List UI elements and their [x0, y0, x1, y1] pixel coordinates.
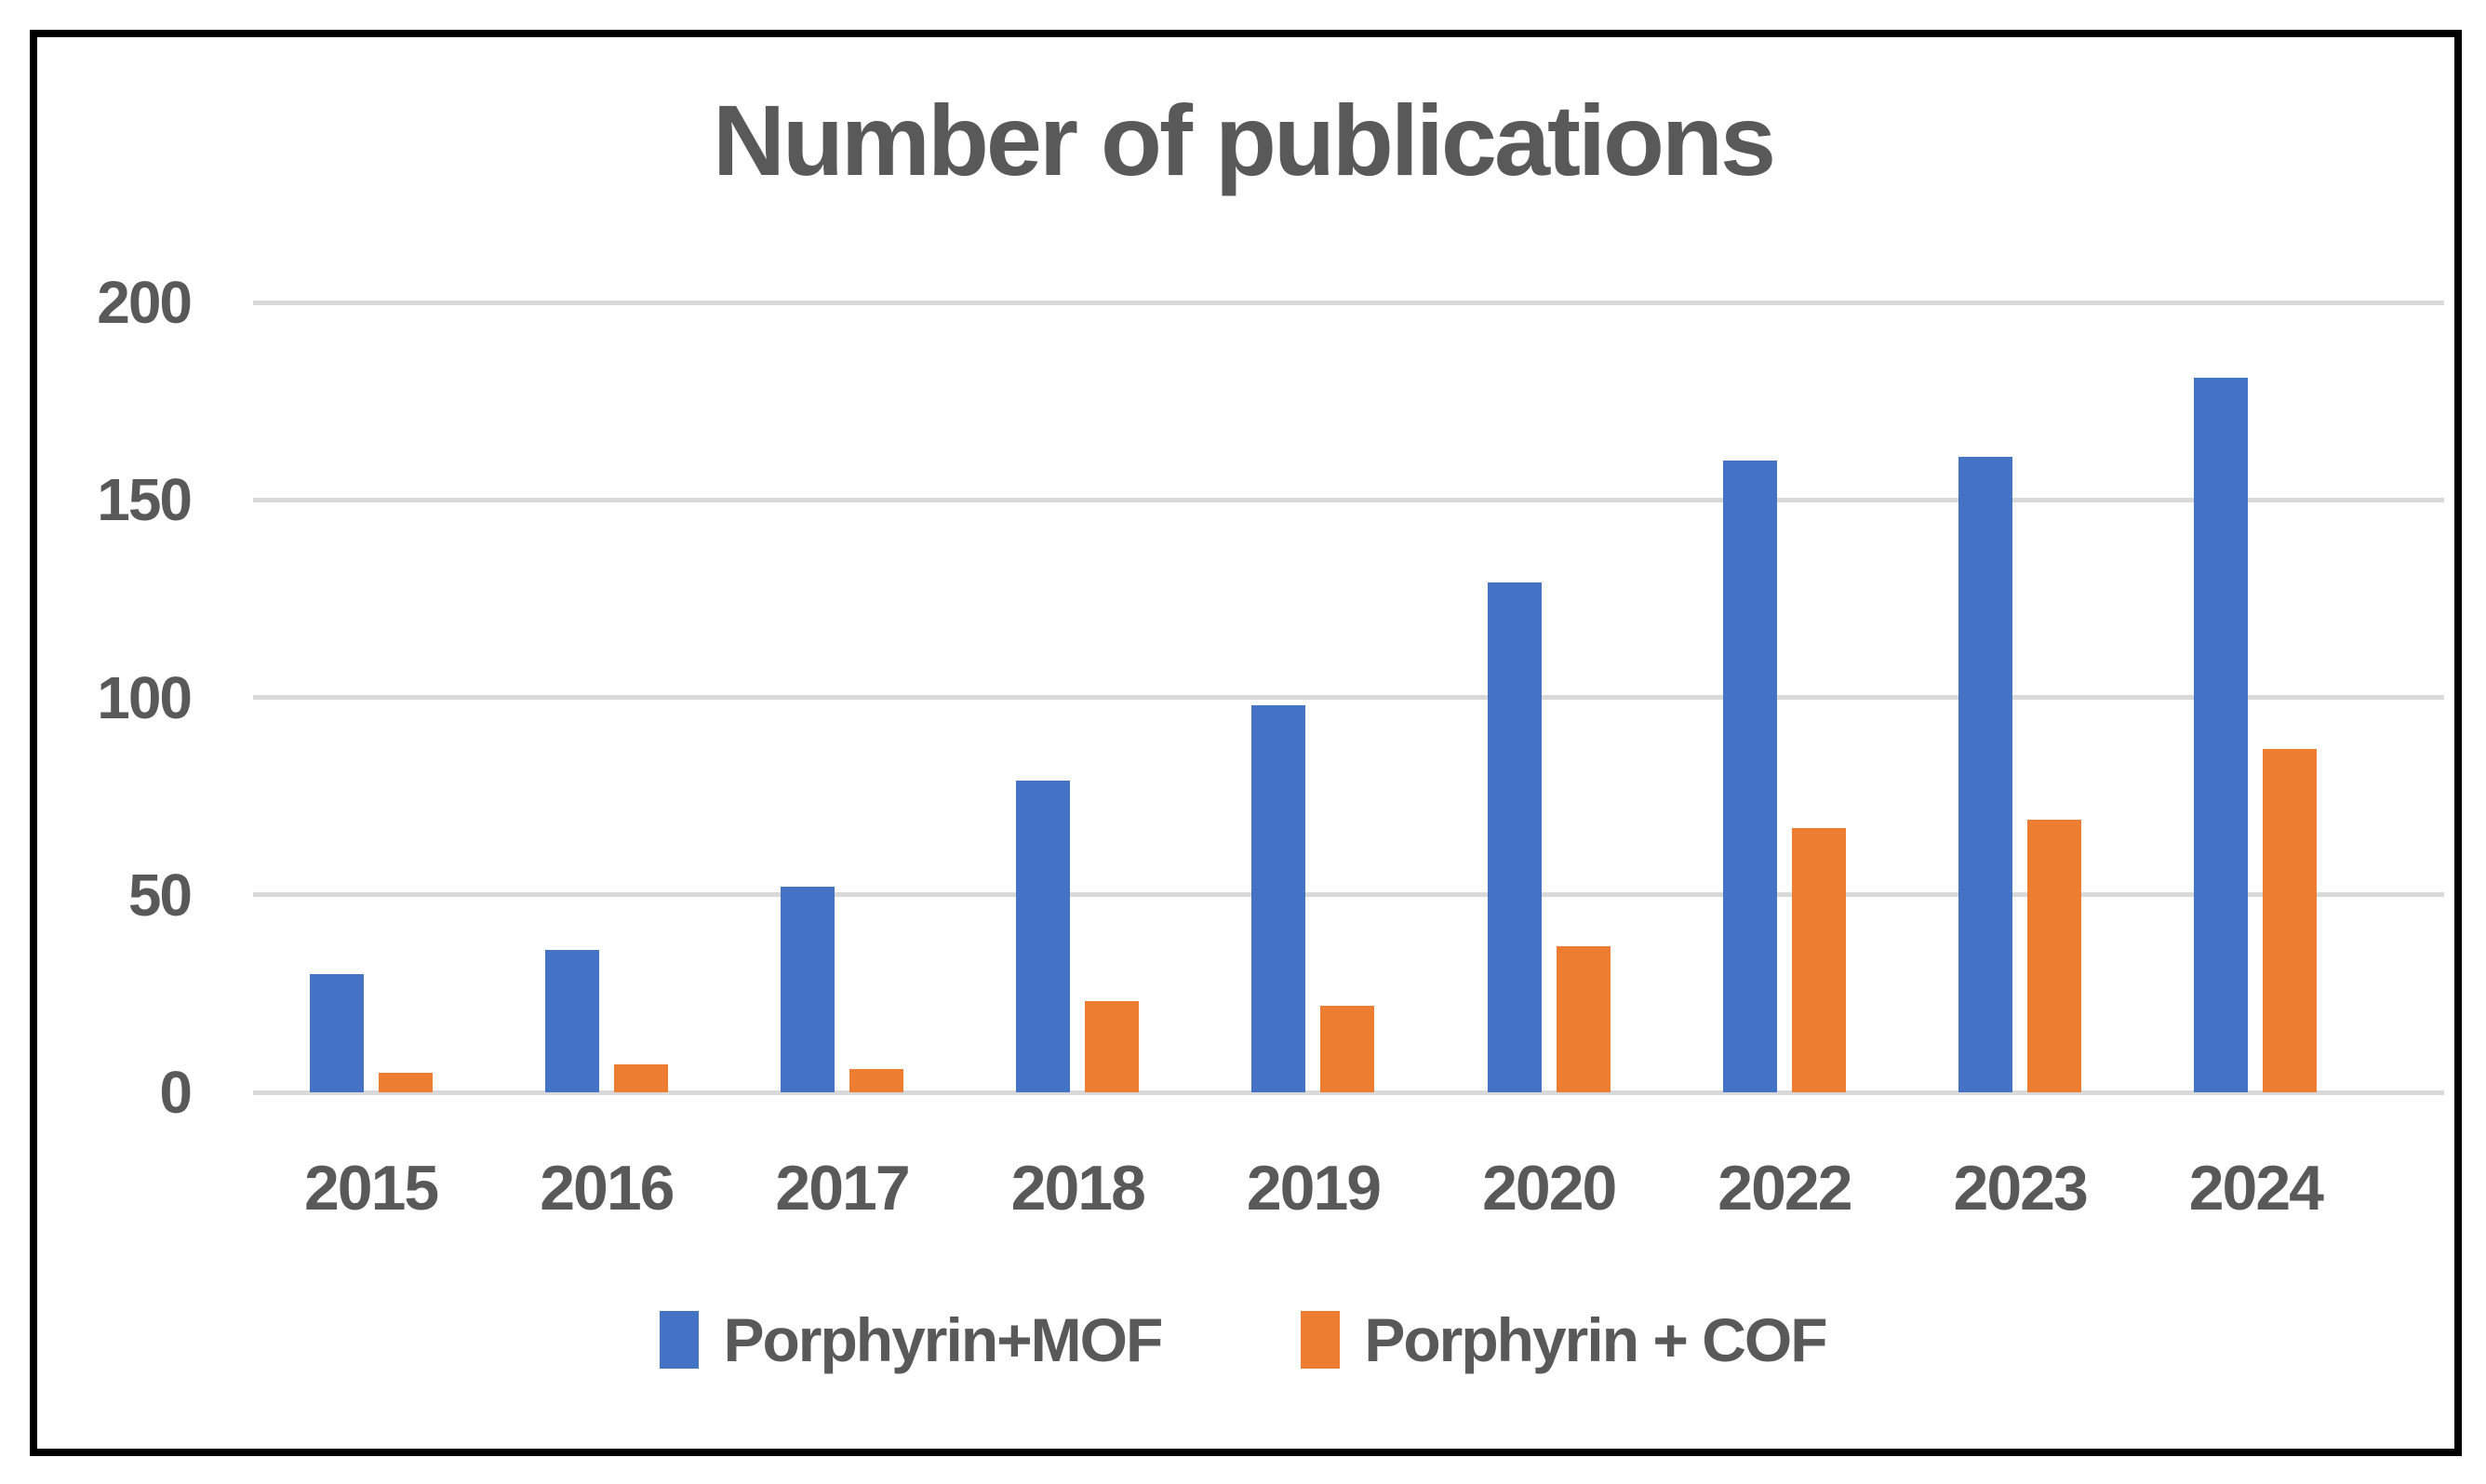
y-axis-tick-label-200: 200	[97, 269, 193, 336]
bar-2015-Porphyrin+MOF	[309, 973, 364, 1092]
bar-group-2018	[960, 302, 1196, 1092]
bar-2018-Porphyrin+COF	[1085, 1001, 1140, 1092]
x-axis-tick-label-2022: 2022	[1717, 1153, 1852, 1223]
bar-2016-Porphyrin+COF	[613, 1064, 668, 1092]
bar-2020-Porphyrin+MOF	[1487, 582, 1542, 1092]
x-axis-tick-label-2017: 2017	[775, 1153, 910, 1223]
bar-group-2019	[1196, 302, 1431, 1092]
bar-2023-Porphyrin+COF	[2027, 820, 2082, 1092]
bar-group-2022	[1666, 302, 1902, 1092]
bar-group-2023	[1903, 302, 2138, 1092]
legend-swatch-icon	[660, 1311, 700, 1369]
bar-group-2017	[724, 302, 959, 1092]
x-axis-tick-label-2019: 2019	[1246, 1153, 1382, 1223]
plot-area	[253, 300, 2444, 1095]
bar-2023-Porphyrin+MOF	[1958, 456, 2013, 1092]
legend-item-Porphyrin+MOF: Porphyrin+MOF	[660, 1304, 1163, 1375]
bar-2022-Porphyrin+COF	[1791, 827, 1846, 1092]
bar-group-2020	[1431, 302, 1666, 1092]
x-axis-tick-label-2024: 2024	[2188, 1153, 2324, 1223]
gridline-y-0	[253, 1090, 2444, 1095]
legend-label: Porphyrin+MOF	[723, 1305, 1163, 1374]
legend-label: Porphyrin + COF	[1364, 1305, 1827, 1374]
bar-2019-Porphyrin+COF	[1320, 1005, 1375, 1092]
y-axis-tick-label-150: 150	[97, 466, 193, 534]
legend-item-Porphyrin+COF: Porphyrin + COF	[1301, 1304, 1828, 1375]
legend: Porphyrin+MOF Porphyrin + COF	[30, 1304, 2456, 1375]
x-axis: 2015 2016 2017 2018 2019 2020 2022 2023 2024	[253, 1152, 2373, 1224]
bar-2024-Porphyrin+COF	[2263, 748, 2318, 1092]
legend-swatch-icon	[1301, 1311, 1341, 1369]
y-axis: 0 50 100 150 200	[0, 269, 193, 1126]
chart-border-frame	[30, 30, 2462, 1456]
gridline-y-200	[253, 300, 2444, 305]
bar-2024-Porphyrin+MOF	[2194, 377, 2249, 1092]
bar-2019-Porphyrin+MOF	[1251, 705, 1306, 1092]
chart-title: Number of publications	[712, 84, 1776, 196]
bar-2018-Porphyrin+MOF	[1016, 780, 1071, 1092]
bar-group-2015	[253, 302, 488, 1092]
y-axis-tick-label-0: 0	[159, 1059, 193, 1126]
gridline-y-150	[253, 497, 2444, 502]
x-axis-tick-label-2015: 2015	[303, 1153, 439, 1223]
bar-group-2016	[488, 302, 724, 1092]
bar-group-2024	[2138, 302, 2373, 1092]
x-axis-tick-label-2020: 2020	[1482, 1153, 1617, 1223]
bar-2020-Porphyrin+COF	[1556, 945, 1611, 1092]
gridline-y-100	[253, 695, 2444, 700]
x-axis-tick-label-2018: 2018	[1010, 1153, 1146, 1223]
gridline-y-50	[253, 892, 2444, 898]
y-axis-tick-label-100: 100	[97, 663, 193, 731]
bar-2017-Porphyrin+COF	[849, 1068, 904, 1092]
y-axis-tick-label-50: 50	[127, 861, 193, 929]
x-axis-tick-label-2023: 2023	[1953, 1153, 2089, 1223]
bar-2015-Porphyrin+COF	[378, 1072, 433, 1092]
bar-2017-Porphyrin+MOF	[781, 887, 835, 1092]
x-axis-tick-label-2016: 2016	[540, 1153, 675, 1223]
bars-band	[253, 302, 2373, 1092]
bar-2022-Porphyrin+MOF	[1722, 460, 1777, 1092]
bar-2016-Porphyrin+MOF	[544, 950, 599, 1092]
